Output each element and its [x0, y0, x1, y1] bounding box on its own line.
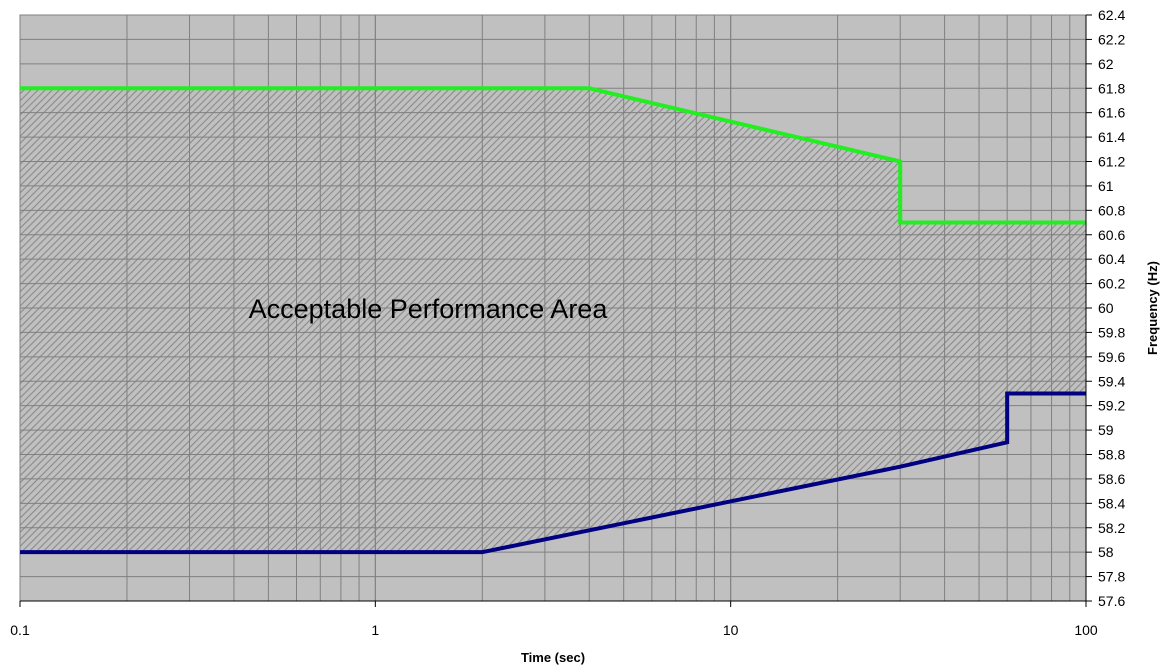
y-tick-label: 58.8	[1098, 447, 1125, 463]
x-tick-label: 0.1	[10, 622, 30, 638]
y-tick-label: 58.2	[1098, 520, 1125, 536]
y-tick-label: 58.4	[1098, 495, 1125, 511]
y-tick-label: 60.6	[1098, 227, 1125, 243]
y-tick-label: 59.8	[1098, 324, 1125, 340]
acceptable-area-hatch	[20, 88, 1086, 553]
y-tick-label: 62.4	[1098, 7, 1125, 23]
y-axis-title: Frequency (Hz)	[1145, 261, 1160, 355]
upper-limit-line	[20, 86, 1086, 225]
y-tick-label: 61	[1098, 178, 1114, 194]
x-tick-label: 10	[723, 622, 739, 638]
x-tick-label: 100	[1074, 622, 1098, 638]
lower-limit-line	[20, 391, 1086, 555]
x-tick-label: 1	[371, 622, 379, 638]
y-tick-label: 62.2	[1098, 31, 1125, 47]
y-tick-label: 58.6	[1098, 471, 1125, 487]
y-tick-label: 57.8	[1098, 569, 1125, 585]
acceptable-area-label: Acceptable Performance Area	[249, 294, 609, 324]
y-tick-label: 61.8	[1098, 80, 1125, 96]
series-lines	[20, 86, 1086, 555]
y-tick-label: 62	[1098, 56, 1114, 72]
acceptable-area-fill	[20, 88, 1086, 553]
y-tick-label: 59.6	[1098, 349, 1125, 365]
y-tick-label: 61.4	[1098, 129, 1125, 145]
y-tick-label: 59.4	[1098, 373, 1125, 389]
y-tick-label: 60.8	[1098, 202, 1125, 218]
x-axis: 0.1 1 10 100	[10, 600, 1098, 638]
y-tick-label: 61.6	[1098, 105, 1125, 121]
y-tick-label: 57.6	[1098, 593, 1125, 609]
x-axis-title: Time (sec)	[521, 650, 585, 665]
y-tick-label: 58	[1098, 544, 1114, 560]
y-tick-label: 59	[1098, 422, 1114, 438]
y-axis: 57.6 57.8 58 58.2 58.4 58.6 58.8 59 59.2 59.4 59.6…	[1085, 7, 1125, 609]
y-tick-label: 60.4	[1098, 251, 1125, 267]
y-tick-label: 60	[1098, 300, 1114, 316]
y-tick-label: 61.2	[1098, 154, 1125, 170]
y-tick-label: 60.2	[1098, 276, 1125, 292]
y-tick-label: 59.2	[1098, 398, 1125, 414]
